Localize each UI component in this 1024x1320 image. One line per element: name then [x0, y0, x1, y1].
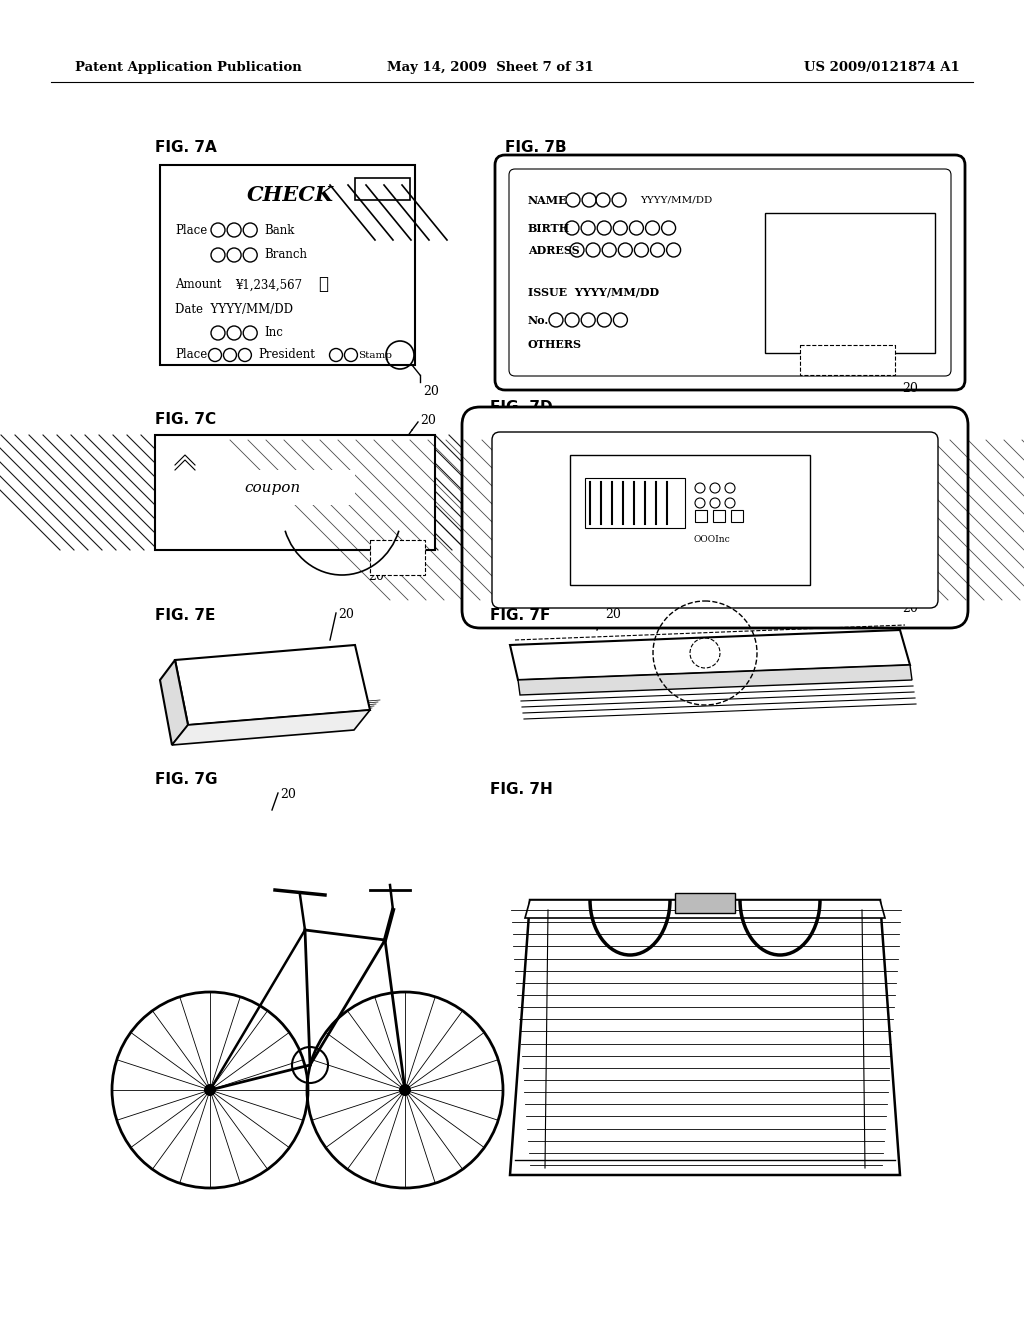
Text: Stamp: Stamp: [358, 351, 392, 359]
Text: US 2009/0121874 A1: US 2009/0121874 A1: [804, 62, 961, 74]
Text: Inc: Inc: [264, 326, 283, 339]
Text: 20: 20: [847, 900, 863, 913]
FancyBboxPatch shape: [462, 407, 968, 628]
Text: OOOInc: OOOInc: [693, 536, 730, 544]
Text: 20: 20: [605, 609, 621, 622]
Text: Amount: Amount: [175, 279, 221, 292]
Text: 20: 20: [902, 381, 918, 395]
Polygon shape: [172, 710, 370, 744]
Text: Bank: Bank: [264, 223, 294, 236]
Bar: [695, 510, 707, 521]
Bar: [800, 345, 895, 375]
Text: DVD: DVD: [818, 668, 842, 677]
Bar: [370, 540, 425, 576]
Text: Branch: Branch: [264, 248, 307, 261]
Text: ¥1,234,567: ¥1,234,567: [234, 279, 302, 292]
FancyBboxPatch shape: [492, 432, 938, 609]
Circle shape: [399, 1084, 411, 1096]
Text: 20: 20: [423, 385, 439, 399]
Text: President: President: [258, 348, 314, 362]
Text: Date  YYYY/MM/DD: Date YYYY/MM/DD: [175, 304, 293, 317]
Polygon shape: [510, 900, 900, 1175]
Text: FIG. 7C: FIG. 7C: [155, 412, 216, 428]
Text: Place: Place: [175, 223, 207, 236]
Bar: [713, 510, 725, 521]
Text: 20: 20: [338, 609, 354, 622]
Text: FIG. 7F: FIG. 7F: [490, 607, 550, 623]
Text: OTHERS: OTHERS: [528, 339, 582, 351]
FancyBboxPatch shape: [509, 169, 951, 376]
Text: BIRTH: BIRTH: [528, 223, 570, 234]
FancyBboxPatch shape: [495, 154, 965, 389]
Polygon shape: [175, 645, 370, 725]
Text: Place: Place: [175, 348, 207, 362]
Text: 20: 20: [420, 413, 436, 426]
Text: 20: 20: [902, 602, 918, 615]
Bar: [731, 510, 743, 521]
Bar: [160, 165, 415, 366]
Circle shape: [204, 1084, 216, 1096]
Bar: [570, 455, 810, 585]
Polygon shape: [518, 665, 912, 696]
Text: No.: No.: [528, 314, 549, 326]
Text: 20: 20: [368, 570, 384, 583]
Text: FIG. 7G: FIG. 7G: [155, 772, 217, 788]
Polygon shape: [160, 660, 188, 744]
Text: FIG. 7H: FIG. 7H: [490, 783, 553, 797]
Text: coupon: coupon: [244, 480, 300, 495]
Bar: [585, 478, 685, 528]
Text: May 14, 2009  Sheet 7 of 31: May 14, 2009 Sheet 7 of 31: [387, 62, 593, 74]
Text: YYYY/MM/DD: YYYY/MM/DD: [640, 195, 713, 205]
Text: 20: 20: [280, 788, 296, 801]
Text: NAME: NAME: [528, 194, 567, 206]
Text: ADRESS: ADRESS: [528, 244, 580, 256]
Text: FIG. 7D: FIG. 7D: [490, 400, 553, 416]
Bar: [765, 213, 935, 352]
Bar: [355, 178, 410, 201]
Text: FIG. 7A: FIG. 7A: [155, 140, 217, 156]
Polygon shape: [525, 900, 885, 917]
Text: ISSUE  YYYY/MM/DD: ISSUE YYYY/MM/DD: [528, 286, 659, 297]
Text: FIG. 7B: FIG. 7B: [505, 140, 566, 156]
Bar: [675, 894, 735, 913]
Polygon shape: [510, 630, 910, 680]
Text: ※: ※: [318, 276, 328, 293]
Text: FIG. 7E: FIG. 7E: [155, 607, 215, 623]
Bar: [155, 436, 435, 550]
Text: Patent Application Publication: Patent Application Publication: [75, 62, 302, 74]
Bar: [190, 470, 355, 506]
Text: CHECK: CHECK: [247, 185, 334, 205]
